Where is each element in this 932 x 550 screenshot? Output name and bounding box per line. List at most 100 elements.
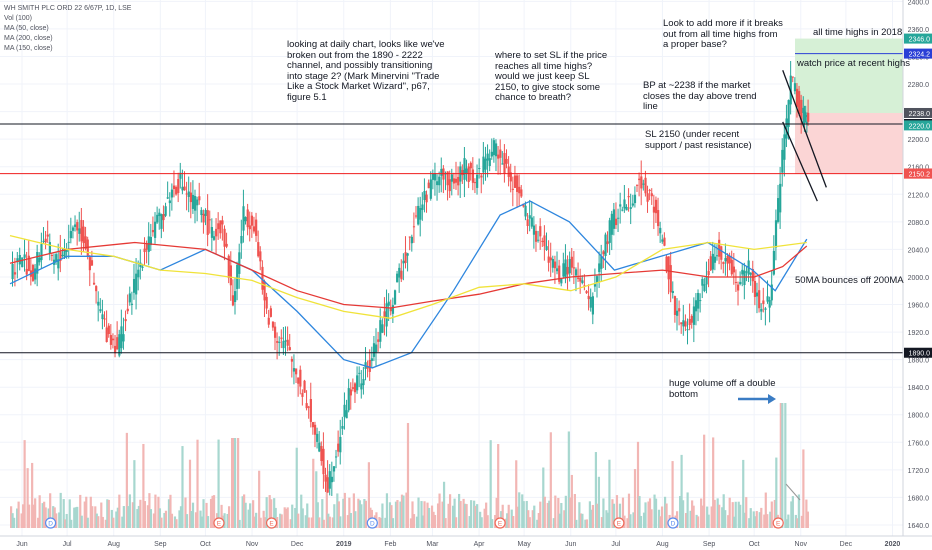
candle-body [440,168,443,176]
volume-bar [194,512,198,528]
volume-bar [639,515,643,528]
volume-bar [331,517,334,528]
volume-bar [421,515,425,528]
candle-body [621,209,624,211]
volume-bar [766,514,769,528]
volume-bar [438,493,441,528]
volume-bar [211,495,214,528]
candle-body [589,296,592,308]
event-marker [44,517,57,529]
volume-bar [79,494,82,528]
volume-bar [363,498,366,528]
volume-bar [525,500,528,528]
candle-body [297,377,300,384]
volume-bar [137,505,140,528]
volume-bar [721,507,724,528]
candle-body [518,186,521,194]
volume-bar [605,510,608,528]
candle-body [612,209,616,229]
volume-bar [623,515,626,528]
volume-bar [127,506,130,528]
volume-bar [480,517,483,528]
volume-bar [22,504,25,528]
volume-bar [115,511,118,528]
candle-body [362,379,365,386]
volume-bar [312,458,315,528]
volume-bar [112,517,115,528]
candle-body [545,246,548,251]
volume-bar [173,516,177,528]
volume-bar [632,512,635,528]
volume-bar [506,513,509,528]
volume-bar [258,470,261,528]
candle-body [406,253,409,256]
volume-bar [444,518,447,528]
volume-bar [157,496,160,528]
candle-body [252,226,256,232]
event-marker [366,517,378,529]
volume-bar [805,499,808,528]
volume-bar [797,494,800,528]
y-tick-label: 2280.0 [908,82,930,89]
y-tick-label: 1640.0 [908,523,930,530]
volume-bar [581,513,584,528]
price-level-label: 2238.0 [909,111,931,118]
volume-bar [763,514,766,528]
trendline-upper [782,70,827,188]
volume-bar [388,502,392,528]
volume-bar [255,512,258,528]
volume-bar [163,512,166,528]
volume-bar [94,506,97,528]
volume-bar [139,499,142,528]
candle-body [97,301,100,306]
volume-bar [349,513,352,528]
candle-body [598,263,601,272]
candle-body [450,174,453,182]
x-tick-label: Oct [200,541,211,548]
candle-body [88,257,91,271]
candle-body [465,168,468,175]
candle-body [551,258,555,268]
candle-body [488,158,491,167]
volume-bar [712,437,715,528]
candle-body [170,189,174,198]
x-tick-label: 2019 [336,541,352,548]
candle-body [181,186,184,191]
volume-bar [185,514,189,528]
candle-body [166,197,169,199]
candle-body [642,183,645,185]
volume-bar [542,467,545,528]
volume-bar [64,519,67,528]
volume-bar [791,496,794,528]
event-marker [772,517,784,529]
volume-bar [495,497,498,528]
candle-body [469,162,472,169]
candle-body [278,341,281,343]
volume-bar [748,518,751,528]
candle-body [793,83,797,92]
candle-body [16,258,19,262]
volume-bar [26,468,29,528]
candle-body [164,206,167,216]
candle-body [38,257,41,263]
volume-bar [38,495,41,528]
candle-body [534,230,538,242]
candle-body [377,339,380,342]
candle-body [78,228,81,234]
volume-bar [742,459,745,528]
candle-body [335,456,338,458]
volume-bar [200,516,204,528]
volume-bar [31,462,34,528]
candle-body [755,292,759,297]
ma-line-2 [9,234,807,319]
candle-body [604,234,607,257]
candle-body [751,269,754,282]
candle-body [225,243,228,247]
candle-body [67,241,70,243]
volume-bar [779,403,782,528]
volume-bar [276,517,279,528]
candle-body [322,448,325,475]
volume-bar [310,517,313,528]
candle-body [179,172,182,179]
